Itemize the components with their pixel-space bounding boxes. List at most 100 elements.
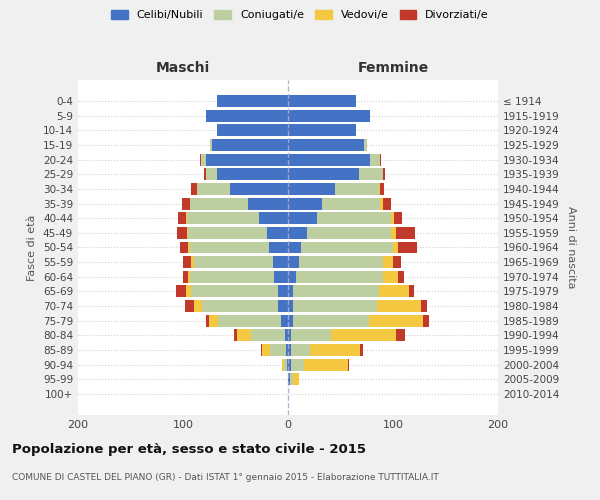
Bar	[288, 373, 290, 385]
Bar	[383, 168, 385, 180]
Bar	[288, 344, 291, 356]
Bar	[393, 242, 398, 254]
Bar	[288, 227, 307, 239]
Bar	[281, 314, 288, 326]
Bar	[288, 256, 299, 268]
Bar	[370, 154, 380, 166]
Bar	[287, 358, 288, 370]
Bar	[383, 256, 393, 268]
Bar	[230, 183, 288, 195]
Bar	[288, 110, 370, 122]
Bar	[188, 242, 190, 254]
Bar	[288, 358, 291, 370]
Bar	[193, 256, 274, 268]
Bar	[201, 154, 206, 166]
Bar	[191, 286, 277, 298]
Bar	[291, 358, 304, 370]
Bar	[206, 110, 288, 122]
Bar	[377, 300, 421, 312]
Bar	[187, 227, 188, 239]
Bar	[274, 256, 288, 268]
Bar	[348, 358, 349, 370]
Bar	[285, 330, 288, 342]
Bar	[421, 300, 427, 312]
Bar	[322, 198, 380, 209]
Bar	[202, 300, 277, 312]
Bar	[296, 271, 383, 283]
Bar	[398, 242, 417, 254]
Bar	[259, 212, 288, 224]
Bar	[288, 124, 356, 136]
Bar	[190, 198, 248, 209]
Bar	[288, 330, 291, 342]
Bar	[190, 242, 269, 254]
Bar	[293, 286, 379, 298]
Bar	[380, 198, 383, 209]
Bar	[217, 168, 288, 180]
Bar	[299, 256, 383, 268]
Bar	[251, 330, 285, 342]
Bar	[380, 154, 382, 166]
Text: COMUNE DI CASTEL DEL PIANO (GR) - Dati ISTAT 1° gennaio 2015 - Elaborazione TUTT: COMUNE DI CASTEL DEL PIANO (GR) - Dati I…	[12, 472, 439, 482]
Bar	[193, 300, 202, 312]
Bar	[288, 154, 370, 166]
Legend: Celibi/Nubili, Coniugati/e, Vedovi/e, Divorziati/e: Celibi/Nubili, Coniugati/e, Vedovi/e, Di…	[107, 6, 493, 25]
Bar	[270, 344, 286, 356]
Bar	[293, 373, 299, 385]
Bar	[262, 344, 270, 356]
Bar	[398, 271, 404, 283]
Bar	[210, 139, 212, 151]
Bar	[236, 330, 251, 342]
Bar	[176, 227, 187, 239]
Bar	[288, 314, 293, 326]
Bar	[176, 286, 186, 298]
Bar	[185, 300, 193, 312]
Bar	[304, 358, 348, 370]
Bar	[206, 168, 217, 180]
Bar	[217, 124, 288, 136]
Bar	[288, 300, 293, 312]
Bar	[206, 154, 288, 166]
Bar	[191, 256, 193, 268]
Bar	[182, 198, 190, 209]
Bar	[267, 227, 288, 239]
Bar	[206, 314, 209, 326]
Bar	[274, 271, 288, 283]
Bar	[364, 139, 367, 151]
Bar	[391, 212, 394, 224]
Bar	[212, 139, 288, 151]
Bar	[291, 330, 331, 342]
Bar	[288, 286, 293, 298]
Bar	[288, 139, 364, 151]
Bar	[380, 183, 383, 195]
Bar	[293, 314, 369, 326]
Bar	[290, 373, 293, 385]
Bar	[204, 168, 206, 180]
Text: Maschi: Maschi	[156, 61, 210, 75]
Bar	[424, 314, 429, 326]
Bar	[288, 212, 317, 224]
Text: Femmine: Femmine	[358, 61, 428, 75]
Bar	[178, 212, 186, 224]
Bar	[359, 168, 383, 180]
Bar	[248, 198, 288, 209]
Bar	[183, 256, 191, 268]
Bar	[288, 95, 356, 107]
Bar	[282, 358, 284, 370]
Bar	[286, 344, 288, 356]
Bar	[383, 271, 398, 283]
Bar	[379, 183, 380, 195]
Bar	[288, 242, 301, 254]
Bar	[186, 212, 187, 224]
Bar	[183, 271, 188, 283]
Bar	[218, 314, 281, 326]
Bar	[307, 227, 391, 239]
Bar	[288, 168, 359, 180]
Bar	[293, 300, 377, 312]
Bar	[180, 242, 188, 254]
Bar	[187, 212, 259, 224]
Bar	[317, 212, 391, 224]
Bar	[277, 300, 288, 312]
Bar	[277, 286, 288, 298]
Bar	[391, 227, 396, 239]
